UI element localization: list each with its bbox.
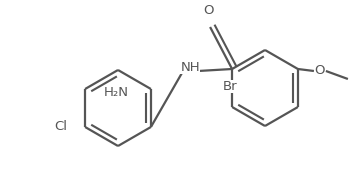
Text: O: O: [203, 4, 213, 17]
Text: Br: Br: [223, 80, 237, 93]
Text: Cl: Cl: [54, 121, 67, 133]
Text: H₂N: H₂N: [104, 86, 129, 99]
Text: O: O: [315, 65, 325, 78]
Text: NH: NH: [180, 61, 200, 74]
